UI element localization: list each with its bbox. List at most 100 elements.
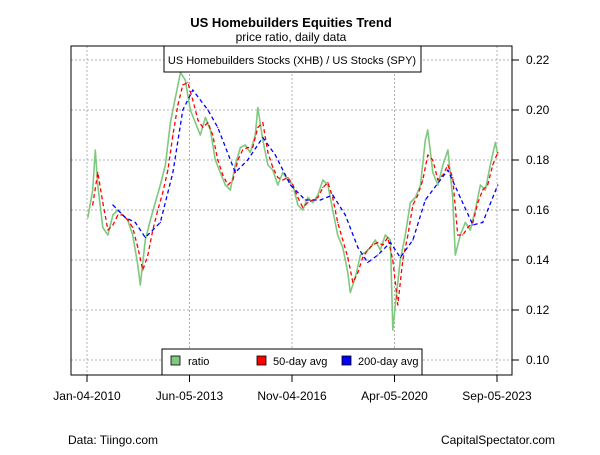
data-point bbox=[304, 199, 306, 201]
data-point bbox=[459, 196, 461, 199]
data-point bbox=[412, 204, 414, 206]
chart-subtitle: price ratio, daily data bbox=[236, 30, 347, 44]
data-point bbox=[207, 109, 209, 111]
x-axis: Jan-04-2010 Jun-05-2013 Nov-04-2016 Apr-05-… bbox=[53, 375, 532, 403]
data-point bbox=[479, 184, 482, 186]
series-line-50-day-avg bbox=[92, 81, 499, 306]
data-point bbox=[367, 249, 369, 251]
data-point bbox=[162, 191, 164, 194]
data-point bbox=[222, 174, 224, 176]
data-point bbox=[219, 171, 221, 174]
data-point bbox=[399, 259, 401, 261]
y-tick-label: 0.10 bbox=[526, 353, 550, 367]
data-point bbox=[107, 229, 109, 231]
data-point bbox=[117, 214, 119, 216]
data-point bbox=[272, 166, 274, 169]
legend-swatch-50day bbox=[256, 355, 267, 366]
data-point bbox=[472, 224, 474, 226]
y-tick-label: 0.16 bbox=[526, 203, 550, 217]
data-point bbox=[252, 146, 254, 149]
data-point bbox=[209, 129, 212, 131]
y-tick-label: 0.14 bbox=[526, 253, 550, 267]
data-point bbox=[199, 134, 201, 136]
data-point bbox=[159, 184, 161, 186]
data-point bbox=[277, 176, 279, 179]
data-point bbox=[417, 194, 419, 196]
data-point bbox=[402, 259, 404, 261]
data-point bbox=[452, 196, 454, 199]
data-point bbox=[144, 236, 146, 239]
data-point bbox=[447, 149, 449, 151]
data-point bbox=[419, 184, 422, 186]
data-point bbox=[437, 184, 439, 186]
data-point bbox=[342, 246, 344, 249]
data-point bbox=[234, 171, 236, 174]
data-point bbox=[432, 171, 434, 174]
data-point bbox=[484, 189, 486, 191]
data-point bbox=[247, 159, 249, 161]
data-point bbox=[234, 164, 236, 166]
grid bbox=[71, 46, 512, 375]
data-point bbox=[102, 226, 104, 229]
data-point bbox=[359, 254, 362, 256]
data-point bbox=[454, 254, 456, 256]
data-point bbox=[382, 244, 384, 246]
data-point bbox=[287, 176, 289, 179]
data-point bbox=[167, 169, 169, 171]
data-point bbox=[107, 234, 109, 236]
data-point bbox=[387, 236, 389, 239]
data-point bbox=[197, 119, 199, 121]
data-point bbox=[464, 221, 466, 224]
data-point bbox=[249, 151, 251, 154]
data-point bbox=[244, 144, 246, 146]
data-point bbox=[389, 241, 391, 244]
data-point bbox=[384, 234, 386, 236]
data-point bbox=[87, 216, 89, 219]
data-point bbox=[192, 99, 194, 101]
data-point bbox=[352, 281, 354, 284]
data-point bbox=[212, 134, 214, 136]
data-point bbox=[347, 271, 349, 274]
data-point bbox=[262, 136, 264, 139]
data-point bbox=[267, 151, 269, 154]
data-point bbox=[374, 239, 376, 241]
data-point bbox=[182, 109, 184, 111]
data-point bbox=[492, 164, 494, 166]
data-point bbox=[254, 134, 256, 136]
data-point bbox=[452, 176, 454, 179]
data-point bbox=[302, 209, 304, 211]
data-point bbox=[149, 219, 152, 221]
data-point bbox=[414, 196, 416, 199]
data-point bbox=[319, 199, 321, 201]
data-point bbox=[172, 171, 174, 174]
data-point bbox=[394, 304, 396, 306]
data-point bbox=[457, 234, 459, 236]
data-point bbox=[97, 184, 99, 186]
data-point bbox=[397, 304, 399, 306]
legend-label-200day: 200-day avg bbox=[358, 356, 419, 368]
data-point bbox=[332, 196, 334, 199]
data-point bbox=[422, 179, 424, 181]
data-point bbox=[469, 229, 471, 231]
chart-title: US Homebuilders Equities Trend bbox=[190, 15, 392, 30]
data-point bbox=[412, 239, 414, 241]
data-point bbox=[274, 154, 276, 156]
data-point bbox=[442, 164, 444, 166]
data-point bbox=[282, 171, 284, 174]
data-point bbox=[447, 164, 449, 166]
data-point bbox=[494, 141, 496, 144]
data-point bbox=[184, 79, 186, 81]
footer-credit: CapitalSpectator.com bbox=[441, 433, 555, 447]
data-point bbox=[302, 206, 304, 209]
data-point bbox=[194, 121, 196, 124]
data-point bbox=[377, 254, 379, 256]
series-line-ratio bbox=[87, 71, 499, 331]
data-point bbox=[332, 209, 334, 211]
data-point bbox=[407, 234, 409, 236]
data-point bbox=[112, 224, 114, 226]
data-point bbox=[467, 226, 469, 229]
data-point bbox=[307, 201, 309, 204]
data-point bbox=[257, 106, 259, 109]
data-point bbox=[344, 214, 346, 216]
